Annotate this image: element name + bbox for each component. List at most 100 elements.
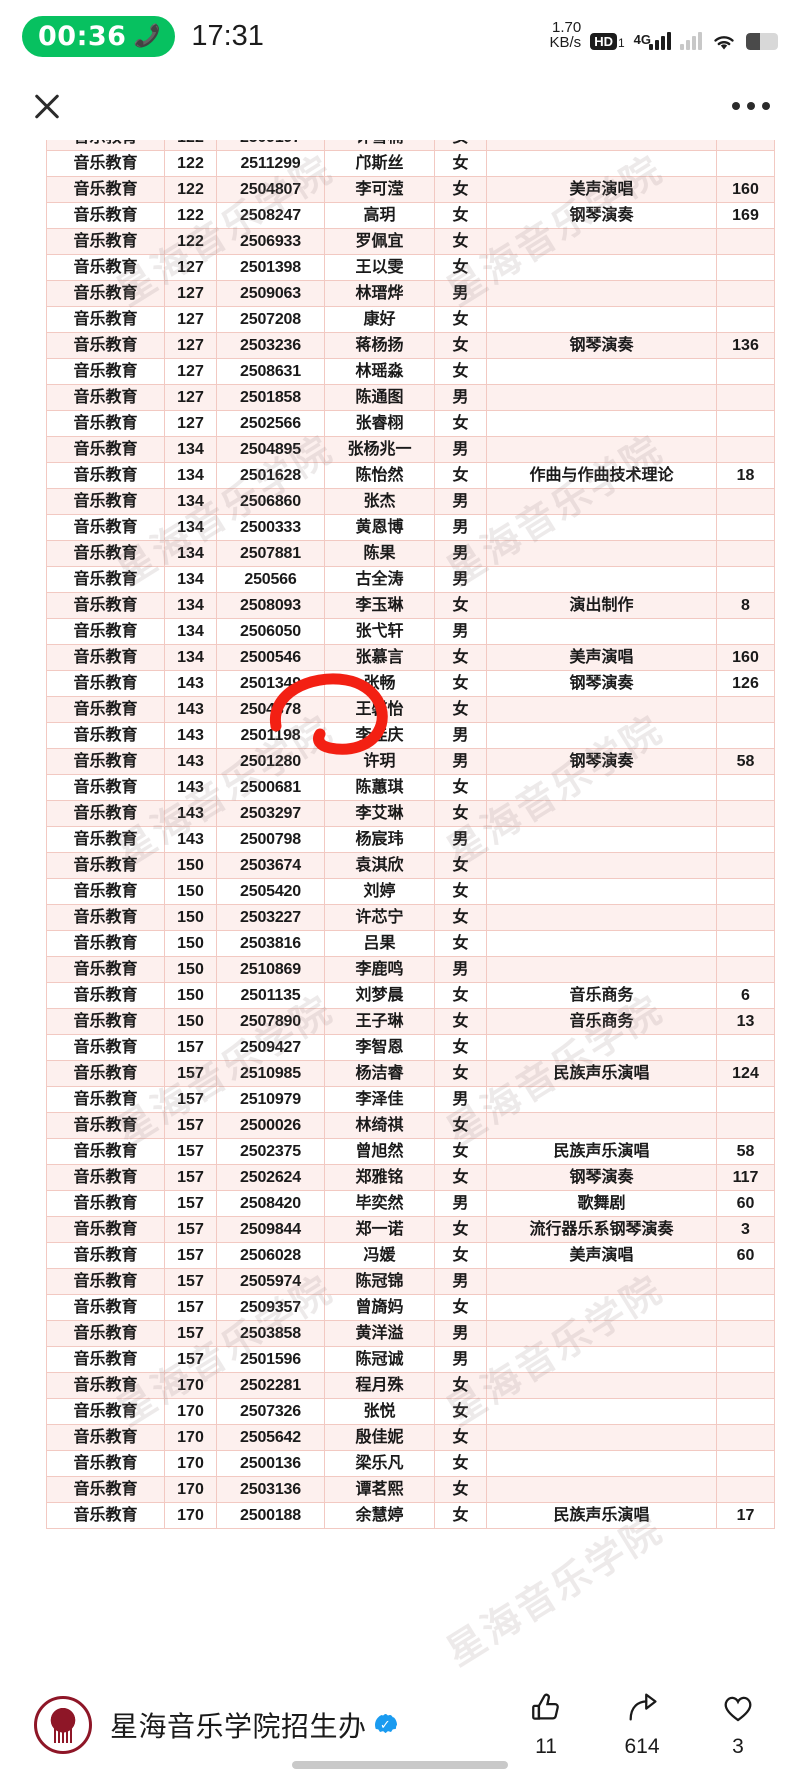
network-type-label: 4G [633,32,651,48]
cell-major: 音乐教育 [46,1216,165,1243]
cell-sex: 女 [434,254,487,281]
cell-rank: 150 [164,878,217,905]
cell-name: 李艾琳 [324,800,435,827]
cell-rank: 150 [164,1008,217,1035]
avatar[interactable] [34,1695,92,1754]
cell-program: 美声演唱 [486,1242,717,1269]
cell-program: 音乐商务 [486,982,717,1009]
cell-program: 钢琴演奏 [486,670,717,697]
cell-major: 音乐教育 [46,358,165,385]
cell-sex: 女 [434,1242,487,1269]
table-row: 音乐教育 170 2503136 谭茗熙女 [46,1476,775,1503]
cell-score: 8 [716,592,775,619]
cell-major: 音乐教育 [46,1060,165,1087]
cell-major: 音乐教育 [46,1008,165,1035]
cell-major: 音乐教育 [46,774,165,801]
cell-sex: 男 [434,1268,487,1295]
cell-major: 音乐教育 [46,514,165,541]
cell-sex: 女 [434,228,487,255]
cell-sex: 男 [434,618,487,645]
cell-major: 音乐教育 [46,1034,165,1061]
cell-program: 钢琴演奏 [486,332,717,359]
active-call-pill[interactable]: 00:36 📞 [22,15,176,57]
cell-major: 音乐教育 [46,644,165,671]
cell-score [716,358,775,385]
cell-rank: 157 [164,1242,217,1269]
cell-major: 音乐教育 [46,1476,165,1503]
cell-program [486,774,717,801]
cell-sex: 女 [434,930,487,957]
cell-major: 音乐教育 [46,1138,165,1165]
cell-rank: 157 [164,1216,217,1243]
table-row: 音乐教育 157 2508420 毕奕然男歌舞剧 60 [46,1190,775,1217]
cell-sex: 女 [434,1398,487,1425]
cell-score: 124 [716,1060,775,1087]
table-row: 音乐教育 157 2509844 郑一诺女流行器乐系钢琴演奏 3 [46,1216,775,1243]
cell-program [486,306,717,333]
cell-rank: 122 [164,150,217,177]
table-row: 音乐教育 157 2503858 黄洋溢男 [46,1320,775,1347]
cell-rank: 157 [164,1320,217,1347]
cell-name: 林瑨烨 [324,280,435,307]
cell-rank: 170 [164,1398,217,1425]
cell-program [486,566,717,593]
cell-rank: 150 [164,930,217,957]
spreadsheet-screenshot[interactable]: 音乐教育1222509197许雪楠女音乐教育1222511299邝斯丝女音乐教育… [0,140,800,1668]
table-row: 音乐教育 127 2502566 张睿栩女 [46,410,775,437]
cell-name: 曾旭然 [324,1138,435,1165]
table-row: 音乐教育 170 2502281 程月殊女 [46,1372,775,1399]
more-options-icon[interactable] [732,102,770,110]
cell-score: 17 [716,1502,775,1529]
cell-score [716,1450,775,1477]
table-row: 音乐教育 150 2510869 李鹿鸣男 [46,956,775,983]
cell-id: 2501135 [216,982,325,1009]
cell-name: 张杨兆一 [324,436,435,463]
cell-name: 邝斯丝 [324,150,435,177]
cell-id: 2503136 [216,1476,325,1503]
status-bar: 00:36 📞 17:31 1.70 KB/s HD 1 4G [0,0,800,72]
cell-rank: 134 [164,566,217,593]
cell-major: 音乐教育 [46,1502,165,1529]
cell-major: 音乐教育 [46,956,165,983]
top-navigation-bar [0,72,800,140]
cell-sex: 女 [434,1294,487,1321]
cell-name: 李泽佳 [324,1086,435,1113]
share-button[interactable]: 614 [614,1691,670,1759]
table-row: 音乐教育 170 2507326 张悦女 [46,1398,775,1425]
cell-program [486,1476,717,1503]
cell-major: 音乐教育 [46,878,165,905]
cell-major: 音乐教育 [46,1112,165,1139]
cell-rank: 170 [164,1450,217,1477]
table-row: 音乐教育 157 2505974 陈冠锦男 [46,1268,775,1295]
cell-program: 民族声乐演唱 [486,1138,717,1165]
cell-name: 张慕言 [324,644,435,671]
cell-id: 2503674 [216,852,325,879]
table-row: 音乐教育 122 2506933 罗佩宜女 [46,228,775,255]
verified-badge-icon: ✓ [374,1713,397,1734]
table-row: 音乐教育 134 2507881 陈果男 [46,540,775,567]
cell-score [716,150,775,177]
cell-major: 音乐教育 [46,228,165,255]
cell-name: 康好 [324,306,435,333]
like-button[interactable]: 11 [518,1691,574,1759]
cell-sex: 女 [434,1502,487,1529]
cell-rank: 134 [164,644,217,671]
cell-id: 2509844 [216,1216,325,1243]
account-name-group[interactable]: 星海音乐学院招生办 ✓ [110,1705,397,1745]
cell-name: 毕奕然 [324,1190,435,1217]
table-row: 音乐教育 127 2503236 蒋杨扬女钢琴演奏 136 [46,332,775,359]
cell-major: 音乐教育 [46,1268,165,1295]
cell-rank: 157 [164,1346,217,1373]
cell-sex: 女 [434,462,487,489]
table-body: 音乐教育1222509197许雪楠女音乐教育1222511299邝斯丝女音乐教育… [46,140,775,1529]
cell-rank: 122 [164,176,217,203]
cell-name: 罗佩宜 [324,228,435,255]
cell-major: 音乐教育 [46,1450,165,1477]
cell-id: 2506933 [216,228,325,255]
cell-major: 音乐教育 [46,1424,165,1451]
cell-program [486,150,717,177]
close-icon[interactable] [30,89,64,123]
cell-rank: 157 [164,1034,217,1061]
hd-sim-number: 1 [617,36,625,51]
favorite-button[interactable]: 3 [710,1691,766,1759]
